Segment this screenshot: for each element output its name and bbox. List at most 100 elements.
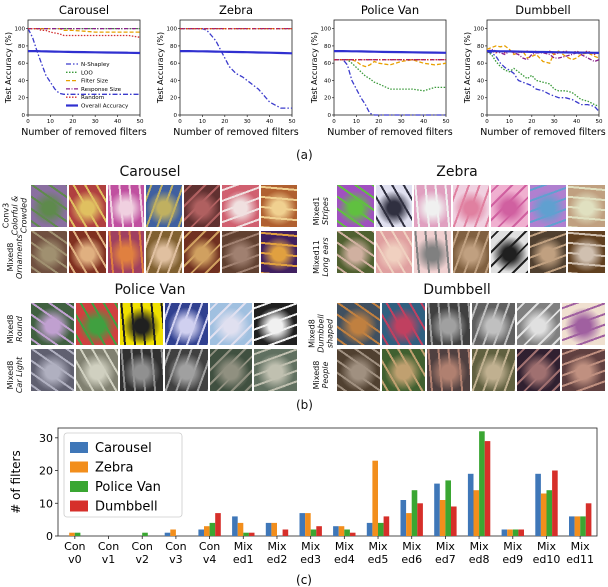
bar-dumbbell bbox=[349, 532, 356, 536]
x-tick-label-line: Mix bbox=[537, 540, 557, 553]
x-tick-label-line: Con bbox=[165, 540, 186, 553]
filter-thumbnail bbox=[374, 230, 414, 274]
filter-thumbnail bbox=[68, 230, 107, 274]
x-tick-label: 30 bbox=[551, 119, 558, 125]
x-tick-label: Con v0 bbox=[64, 540, 85, 566]
bar-zebra bbox=[69, 532, 75, 536]
y-axis-label: Test Accuracy (%) bbox=[463, 32, 472, 104]
caption-a: (a) bbox=[296, 148, 313, 162]
x-tick-label: Con v3 bbox=[165, 540, 186, 566]
x-tick-label-line: ed1 bbox=[233, 553, 254, 566]
bar-police-van bbox=[344, 529, 350, 536]
filter-thumbnail bbox=[471, 348, 516, 392]
x-tick-label-line: ed3 bbox=[300, 553, 321, 566]
bar-zebra bbox=[574, 516, 581, 536]
line-chart-1: Zebra 0 10 20 30 40 50 0 20 40 60 80 100 Number of re… bbox=[156, 3, 299, 138]
filter-thumbnail bbox=[451, 230, 491, 274]
filter-thumbnail bbox=[426, 302, 471, 346]
filter-thumbnail bbox=[74, 302, 120, 346]
bar-dumbbell bbox=[451, 506, 457, 536]
legend-box bbox=[63, 432, 183, 518]
bar-zebra bbox=[507, 529, 513, 536]
bar-carousel bbox=[400, 500, 407, 536]
bar-dumbbell bbox=[417, 503, 423, 536]
layer-name: Conv3 bbox=[1, 202, 11, 229]
x-tick-label-line: Mix bbox=[234, 540, 254, 553]
bar-dumbbell bbox=[383, 516, 390, 536]
filter-thumbnail bbox=[106, 230, 145, 274]
legend-label: LOO bbox=[81, 70, 93, 76]
bar-carousel bbox=[366, 522, 373, 536]
x-tick-label: 0 bbox=[332, 119, 336, 125]
x-tick-label-line: Mix bbox=[436, 540, 456, 553]
x-tick-label: Con v2 bbox=[132, 540, 153, 566]
legend-swatch bbox=[70, 500, 88, 512]
series-line-n-shapley bbox=[486, 51, 600, 112]
legend-swatch bbox=[70, 442, 88, 453]
x-tick-label: Mix ed3 bbox=[300, 540, 321, 566]
x-tick-label: Mix ed2 bbox=[267, 540, 288, 566]
x-tick-label-line: ed9 bbox=[502, 553, 523, 566]
bar-carousel bbox=[265, 522, 272, 536]
bar-dumbbell bbox=[518, 529, 524, 536]
bar-zebra bbox=[372, 460, 378, 536]
bar-zebra bbox=[439, 500, 446, 536]
y-tick-label: 0 bbox=[481, 113, 485, 119]
bar-dumbbell bbox=[585, 503, 592, 536]
bar-carousel bbox=[569, 516, 575, 536]
y-tick-label: 80 bbox=[477, 44, 484, 50]
layer-name: Mixed8 bbox=[307, 319, 317, 348]
x-tick-label-line: ed11 bbox=[566, 553, 594, 566]
x-tick-label: 50 bbox=[137, 119, 144, 125]
plot-frame bbox=[486, 19, 600, 116]
y-tick-label: 0 bbox=[46, 530, 53, 543]
gallery-title: Carousel bbox=[119, 164, 181, 180]
y-tick-label: 80 bbox=[170, 44, 177, 50]
x-tick-label: 30 bbox=[398, 119, 405, 125]
concept-name: Car Light bbox=[15, 356, 24, 394]
legend-swatch bbox=[70, 461, 88, 473]
line-legend: N-Shapley LOO Filter Size Response Size Rand… bbox=[66, 62, 129, 110]
x-tick-label: Mix ed10 bbox=[533, 540, 561, 566]
y-axis-label: # of filters bbox=[9, 450, 23, 513]
filter-thumbnail bbox=[74, 348, 120, 392]
legend-label: Dumbbell bbox=[95, 500, 158, 515]
caption-c: (c) bbox=[296, 573, 312, 587]
legend-label: Overall Accuracy bbox=[81, 104, 129, 110]
filter-thumbnail bbox=[221, 230, 260, 274]
y-tick-label: 100 bbox=[167, 27, 178, 33]
filter-thumbnail bbox=[490, 184, 529, 228]
series-line-filter-size bbox=[486, 45, 600, 64]
series-line-overall-accuracy bbox=[180, 49, 293, 55]
bar-police-van bbox=[243, 532, 249, 536]
gallery-title: Police Van bbox=[114, 282, 186, 298]
series-line-filter-size bbox=[28, 27, 140, 33]
y-tick-label: 40 bbox=[170, 78, 177, 84]
filter-thumbnail bbox=[413, 230, 452, 274]
x-tick-label-line: Mix bbox=[402, 540, 422, 553]
row-label: Mixed8 Dumbbell shaped bbox=[308, 312, 335, 356]
bar-police-van bbox=[479, 431, 485, 536]
x-tick-label: 50 bbox=[443, 119, 450, 125]
filter-thumbnail bbox=[561, 302, 606, 346]
legend-label: Response Size bbox=[81, 87, 122, 93]
concept-name: Round bbox=[15, 316, 24, 342]
x-tick-label-line: Mix bbox=[301, 540, 321, 553]
x-axis-label: Number of removed filters bbox=[21, 127, 147, 138]
bar-dumbbell bbox=[316, 526, 322, 536]
x-tick-label-line: ed5 bbox=[368, 553, 389, 566]
x-tick-label: Mix ed8 bbox=[469, 540, 490, 566]
filter-thumbnail bbox=[119, 348, 164, 392]
x-tick-label: Mix ed5 bbox=[368, 540, 389, 566]
y-tick-label: 0 bbox=[174, 113, 178, 119]
bar-police-van bbox=[74, 532, 81, 536]
x-tick-label: 0 bbox=[26, 119, 30, 125]
filter-thumbnail bbox=[516, 302, 561, 346]
y-tick-label: 20 bbox=[324, 96, 331, 102]
filter-thumbnail bbox=[68, 184, 107, 228]
bar-police-van bbox=[445, 480, 451, 536]
filter-thumbnail bbox=[119, 302, 164, 346]
x-tick-label-line: v3 bbox=[169, 553, 183, 566]
row-label: Mixed8 Ornaments bbox=[6, 234, 24, 279]
filter-thumbnail bbox=[336, 348, 381, 392]
